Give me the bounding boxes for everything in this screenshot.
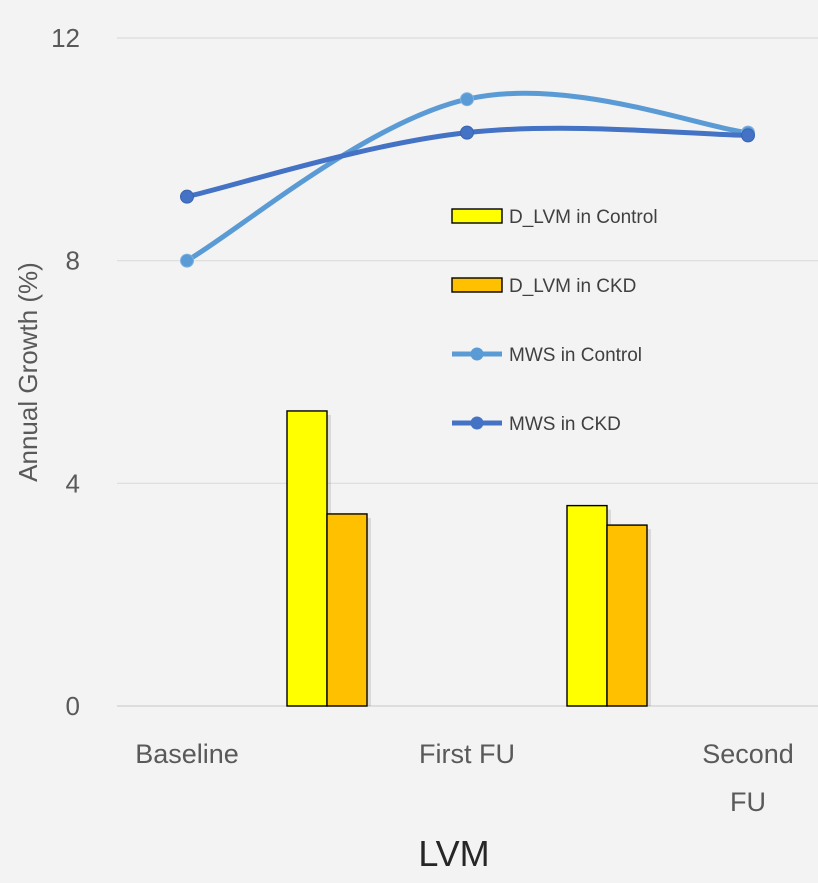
series-lines: [180, 90, 755, 268]
legend-label: D_LVM in Control: [509, 207, 658, 228]
legend-label: D_LVM in CKD: [509, 276, 636, 297]
data-point: [460, 92, 474, 107]
legend-label: MWS in CKD: [509, 414, 621, 435]
y-axis-title: Annual Growth (%): [13, 262, 43, 482]
y-tick-label: 8: [66, 246, 80, 276]
y-tick-label: 0: [66, 691, 80, 721]
gridlines: [117, 37, 818, 707]
data-point: [180, 253, 194, 268]
x-category-labels: Baseline First FU Second FU: [135, 739, 794, 817]
data-point: [741, 128, 755, 143]
bar: [566, 504, 608, 707]
legend-marker: [470, 416, 484, 430]
x-axis-title: LVM: [418, 833, 489, 874]
legend-bar-key: [451, 208, 503, 224]
data-point: [180, 189, 194, 204]
legend-label: MWS in Control: [509, 345, 642, 366]
data-point: [460, 125, 474, 140]
x-category-label: FU: [730, 787, 766, 817]
x-category-label: Baseline: [135, 739, 239, 769]
y-tick-label: 12: [51, 23, 80, 53]
legend: D_LVM in Control D_LVM in CKD MWS in Contr…: [451, 207, 658, 435]
bar: [286, 410, 328, 707]
bars: [286, 410, 651, 707]
x-category-label: First FU: [419, 739, 515, 769]
y-tick-label: 4: [66, 468, 80, 498]
bar: [326, 513, 368, 707]
x-category-label: Second: [702, 739, 794, 769]
legend-bar-key: [451, 277, 503, 293]
legend-marker: [470, 347, 484, 361]
y-tick-labels: 0 4 8 12: [51, 23, 80, 721]
bar: [606, 524, 648, 707]
